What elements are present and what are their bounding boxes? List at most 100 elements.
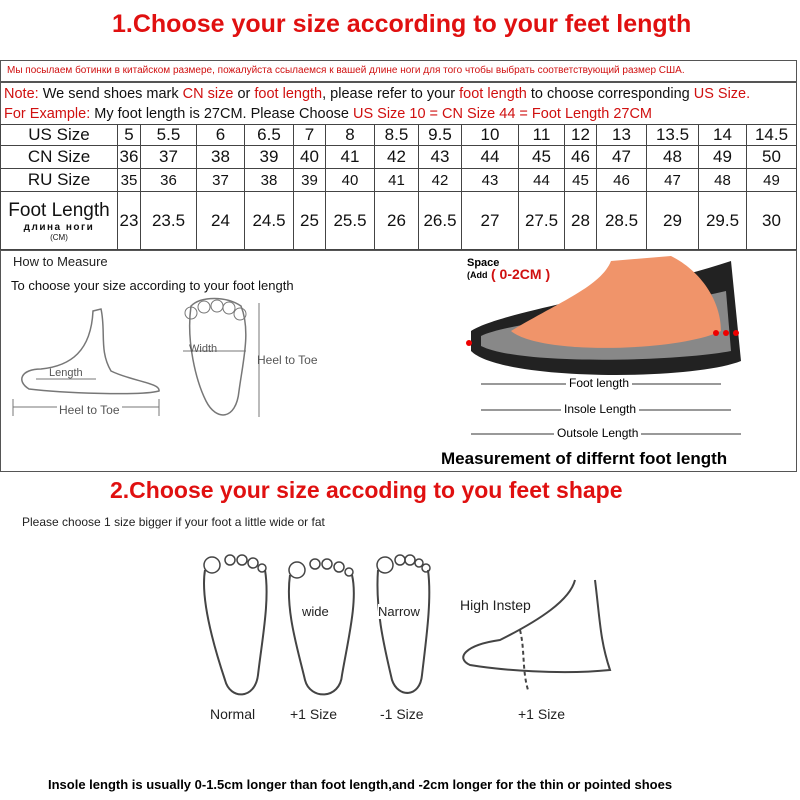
table-cell: 36 [140, 168, 197, 192]
table-cell: 45 [518, 145, 565, 169]
note-prefix: Note: [4, 86, 39, 102]
shape-label-normal: Normal [210, 706, 256, 722]
table-cell: 48 [698, 168, 747, 192]
table-cell: 49 [698, 145, 747, 169]
width-label: Width [189, 343, 218, 355]
insole-length-label: Insole Length [561, 402, 640, 416]
diagram-caption: Measurement of differnt foot length [441, 449, 728, 468]
note-cn: CN size [182, 86, 234, 102]
table-cell: 26 [374, 191, 419, 250]
footer-note: Insole length is usually 0-1.5cm longer … [48, 777, 673, 792]
heel-to-toe-side-label: Heel to Toe [257, 353, 318, 367]
note-fl: foot length [459, 86, 527, 102]
table-row: CN Size 36 37 38 39 40 41 42 43 44 45 46 47 48 49 50 [0, 145, 797, 169]
row-sublabel: длина ноги [23, 221, 95, 233]
table-cell: 27 [461, 191, 519, 250]
table-cell: 41 [374, 168, 419, 192]
space-range: ( 0-2CM ) [491, 266, 551, 282]
table-cell: 38 [196, 145, 245, 169]
table-cell: 40 [325, 168, 375, 192]
note-text: to choose corresponding [526, 86, 694, 102]
tag-narrow: Narrow [378, 604, 420, 619]
table-cell: 14 [698, 124, 747, 146]
table-cell: 44 [518, 168, 565, 192]
russian-note: Мы посылаем ботинки в китайском размере,… [7, 65, 685, 76]
shape-note: Please choose 1 size bigger if your foot… [22, 515, 325, 529]
title-feet-shape: 2.Choose your size accoding to you feet … [110, 477, 623, 503]
table-cell: 23.5 [140, 191, 197, 250]
table-cell: 37 [140, 145, 197, 169]
table-cell: 5 [117, 124, 141, 146]
note-box: Note: We send shoes mark CN size or foot… [0, 82, 797, 125]
outsole-length-label: Outsole Length [554, 426, 642, 440]
table-cell: 14.5 [746, 124, 797, 146]
table-cell: 43 [418, 145, 462, 169]
row-label-text: CN Size [27, 147, 91, 166]
example-line: For Example: My foot length is 27CM. Ple… [4, 106, 652, 122]
table-cell: 42 [418, 168, 462, 192]
table-cell: 46 [596, 168, 647, 192]
table-cell: 11 [518, 124, 565, 146]
table-cell: 23 [117, 191, 141, 250]
table-cell: 30 [746, 191, 797, 250]
add-label: (Add [467, 270, 488, 280]
row-label: RU Size [0, 168, 118, 192]
table-cell: 47 [646, 168, 699, 192]
table-cell: 48 [646, 145, 699, 169]
table-cell: 45 [564, 168, 597, 192]
row-label-text: Foot Length [8, 199, 110, 221]
length-label: Length [49, 367, 83, 379]
table-cell: 8 [325, 124, 375, 146]
table-cell: 41 [325, 145, 375, 169]
measure-heading: How to Measure [13, 254, 108, 269]
measure-section: How to Measure To choose your size accor… [0, 250, 797, 472]
table-cell: 24.5 [244, 191, 294, 250]
example-highlight: US Size 10 = CN Size 44 = Foot Length 27… [352, 106, 653, 122]
tag-wide: wide [302, 604, 329, 619]
table-cell: 49 [746, 168, 797, 192]
table-cell: 37 [196, 168, 245, 192]
table-cell: 43 [461, 168, 519, 192]
foot-length-label: Foot length [566, 376, 633, 390]
table-row: RU Size 35 36 37 38 39 40 41 42 43 44 45 46 47 48 49 [0, 168, 797, 192]
foot-measure-drawing [12, 297, 260, 417]
table-cell: 8.5 [374, 124, 419, 146]
table-cell: 42 [374, 145, 419, 169]
table-cell: 7 [293, 124, 326, 146]
table-row: Foot Length длина ноги (CM) 23 23.5 24 24.5 25 2… [0, 191, 797, 250]
table-cell: 47 [596, 145, 647, 169]
note-text: or [233, 86, 255, 102]
table-cell: 12 [564, 124, 597, 146]
foot-shapes-drawing [203, 554, 612, 696]
table-cell: 25 [293, 191, 326, 250]
table-cell: 25.5 [325, 191, 375, 250]
space-label: Space [467, 257, 500, 269]
title-feet-length: 1.Choose your size according to your fee… [112, 10, 692, 38]
table-cell: 10 [461, 124, 519, 146]
table-cell: 13.5 [646, 124, 699, 146]
example-text: My foot length is 27CM. Please Choose [90, 106, 353, 122]
note-line: Note: We send shoes mark CN size or foot… [4, 86, 750, 102]
table-cell: 35 [117, 168, 141, 192]
measure-subheading: To choose your size according to your fo… [11, 278, 294, 293]
table-cell: 38 [244, 168, 294, 192]
table-cell: 46 [564, 145, 597, 169]
table-cell: 39 [244, 145, 294, 169]
table-cell: 40 [293, 145, 326, 169]
table-cell: 39 [293, 168, 326, 192]
table-cell: 6.5 [244, 124, 294, 146]
table-cell: 6 [196, 124, 245, 146]
russian-note-box: Мы посылаем ботинки в китайском размере,… [0, 60, 797, 82]
shoe-cross-section-drawing [466, 256, 741, 435]
table-cell: 26.5 [418, 191, 462, 250]
row-label-text: US Size [28, 125, 90, 144]
table-cell: 5.5 [140, 124, 197, 146]
heel-to-toe-label: Heel to Toe [57, 403, 122, 417]
tag-high-instep: High Instep [460, 597, 531, 613]
table-cell: 36 [117, 145, 141, 169]
table-cell: 44 [461, 145, 519, 169]
table-cell: 24 [196, 191, 245, 250]
table-row: US Size 5 5.5 6 6.5 7 8 8.5 9.5 10 11 12 13 13.5 14 14.… [0, 124, 797, 146]
note-text: , please refer to your [322, 86, 460, 102]
